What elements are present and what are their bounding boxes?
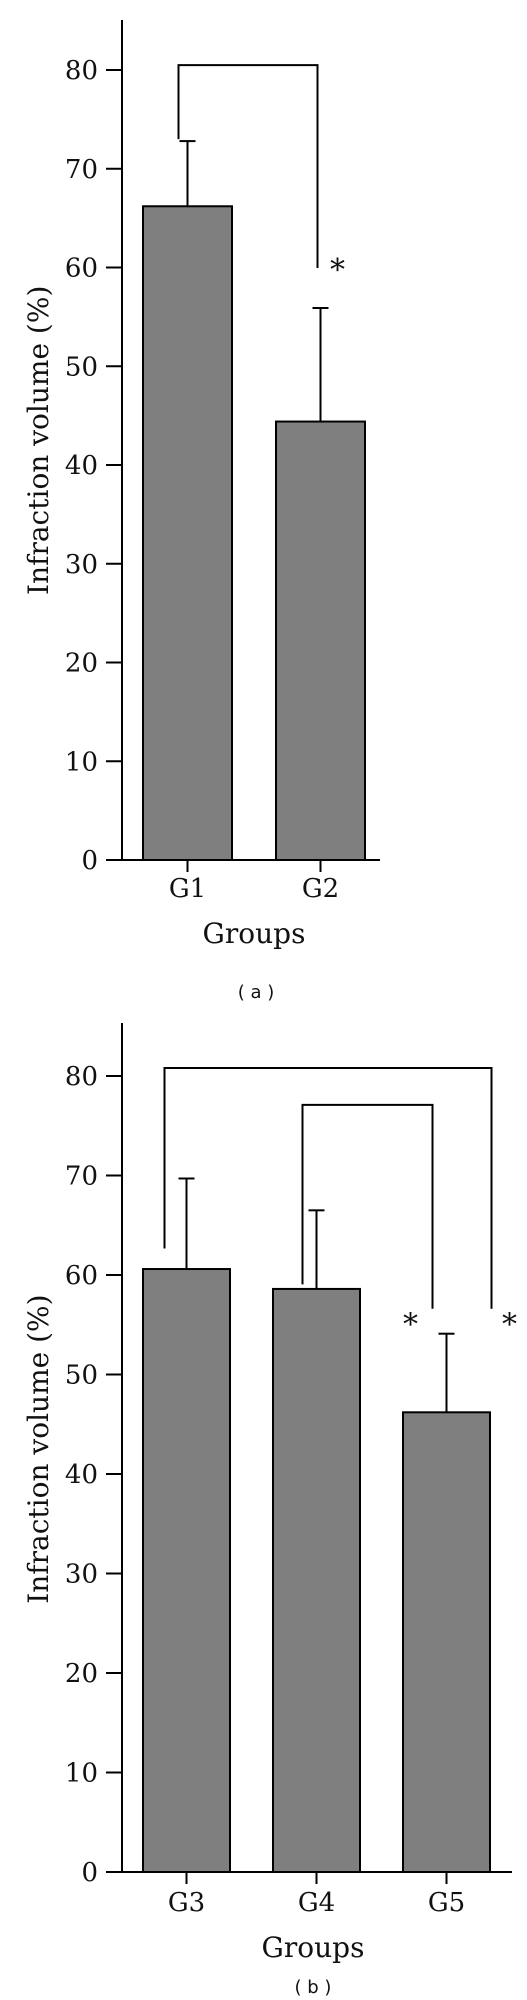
y-axis-title: Infraction volume (%): [22, 286, 55, 595]
x-tick-label: G1: [169, 874, 206, 904]
x-axis-title: Groups: [203, 917, 306, 950]
panel-label: ( a ): [238, 982, 275, 1003]
y-tick-label: 80: [65, 1062, 98, 1092]
y-tick-label: 50: [65, 1361, 98, 1391]
y-tick-label: 0: [81, 1858, 98, 1888]
panel-label: ( b ): [295, 1977, 332, 1998]
y-tick-label: 80: [65, 56, 98, 86]
y-tick-label: 70: [65, 1162, 98, 1192]
bar: [272, 1287, 361, 1874]
y-tick-label: 0: [81, 846, 98, 876]
significance-bracket: [177, 64, 319, 268]
significance-mark: *: [330, 253, 345, 288]
y-tick-label: 40: [65, 451, 98, 481]
chart-panel-a: 0 10 20 30 40 50 60 70 80 Infraction volume (%) G1…: [22, 20, 380, 1003]
x-axis-title: Groups: [262, 1931, 365, 1964]
y-tick-label: 20: [65, 649, 98, 679]
bar: [142, 1268, 231, 1873]
y-tick-label: 60: [65, 254, 98, 284]
y-tick-label: 30: [65, 1560, 98, 1590]
y-axis-title: Infraction volume (%): [22, 1294, 55, 1603]
bar: [402, 1411, 491, 1874]
y-tick-label: 40: [65, 1460, 98, 1490]
y-tick-label: 10: [65, 1759, 98, 1789]
chart-panel-b: 0 10 20 30 40 50 60 70 80 Infraction volume (%) G3…: [22, 1023, 517, 1998]
significance-bracket: [163, 1067, 493, 1309]
x-tick-label: G2: [302, 874, 339, 904]
x-tick-label: G3: [168, 1888, 205, 1918]
y-tick-label: 10: [65, 747, 98, 777]
x-tick-label: G5: [428, 1888, 465, 1918]
y-tick-label: 70: [65, 155, 98, 185]
y-tick-label: 20: [65, 1659, 98, 1689]
y-tick-label: 30: [65, 550, 98, 580]
bar: [142, 205, 233, 861]
x-tick-label: G4: [298, 1888, 335, 1918]
y-tick-label: 60: [65, 1261, 98, 1291]
significance-mark: *: [502, 1308, 517, 1343]
bar: [275, 420, 366, 861]
significance-mark: *: [403, 1308, 418, 1343]
y-tick-label: 50: [65, 352, 98, 382]
significance-bracket: [301, 1103, 434, 1309]
